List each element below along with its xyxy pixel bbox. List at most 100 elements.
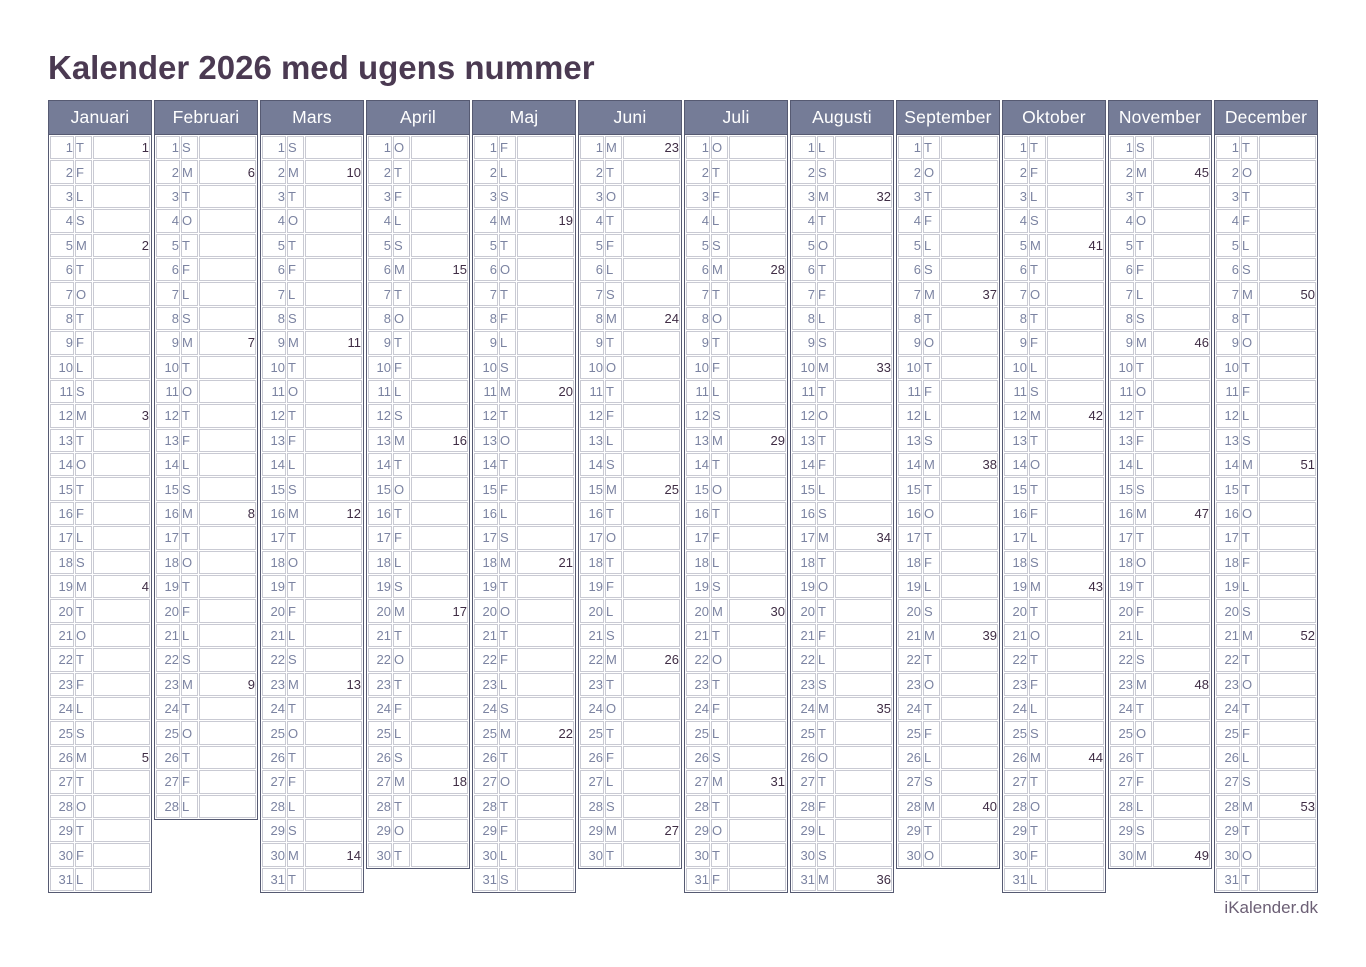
- day-number-cell: 2: [1216, 160, 1240, 184]
- day-number-cell: 31: [686, 867, 710, 892]
- weekday-letter-cell: T: [499, 575, 516, 599]
- week-number-cell: [1259, 233, 1316, 257]
- weekday-letter-cell: M: [817, 867, 834, 892]
- weekday-letter-cell: T: [181, 526, 198, 550]
- day-row: 18 O: [262, 550, 362, 575]
- day-row: 19 M 43: [1004, 575, 1104, 599]
- weekday-letter-cell: T: [1135, 745, 1152, 770]
- day-number-cell: 18: [792, 550, 816, 575]
- week-number-cell: [1259, 257, 1316, 282]
- day-number-cell: 3: [580, 184, 604, 209]
- week-number-cell: [835, 453, 892, 477]
- week-number-cell: [411, 282, 468, 306]
- week-number-cell: [199, 209, 256, 233]
- week-number-cell: [1259, 501, 1316, 526]
- day-number-cell: 7: [474, 282, 498, 306]
- day-number-cell: 21: [580, 623, 604, 648]
- weekday-letter-cell: T: [75, 477, 92, 501]
- day-number-cell: 5: [262, 233, 286, 257]
- week-number-cell: [941, 818, 998, 843]
- week-number-cell: [1259, 818, 1316, 843]
- day-number-cell: 6: [686, 257, 710, 282]
- day-number-cell: 18: [686, 550, 710, 575]
- week-number-cell: [623, 696, 680, 721]
- weekday-letter-cell: T: [287, 696, 304, 721]
- day-number-cell: 17: [792, 526, 816, 550]
- day-number-cell: 5: [50, 233, 74, 257]
- week-number-cell: [411, 818, 468, 843]
- week-number-cell: [1259, 184, 1316, 209]
- week-number-cell: [729, 648, 786, 672]
- week-number-cell: [835, 306, 892, 331]
- day-number-cell: 17: [1004, 526, 1028, 550]
- weekday-letter-cell: T: [817, 428, 834, 453]
- week-number-cell: 30: [729, 599, 786, 623]
- day-number-cell: 11: [898, 379, 922, 404]
- day-number-cell: 24: [50, 696, 74, 721]
- week-number-cell: [305, 184, 362, 209]
- weekday-letter-cell: L: [75, 355, 92, 379]
- day-number-cell: 30: [580, 843, 604, 867]
- day-row: 29 T: [50, 818, 150, 843]
- weekday-letter-cell: F: [287, 770, 304, 794]
- weekday-letter-cell: F: [1241, 721, 1258, 745]
- day-row: 27 S: [1216, 770, 1316, 794]
- week-number-cell: [305, 379, 362, 404]
- day-number-cell: 2: [1110, 160, 1134, 184]
- week-number-cell: [941, 136, 998, 160]
- day-number-cell: 19: [898, 575, 922, 599]
- day-number-cell: 13: [1004, 428, 1028, 453]
- weekday-letter-cell: S: [181, 306, 198, 331]
- day-number-cell: 31: [792, 867, 816, 892]
- weekday-letter-cell: T: [287, 355, 304, 379]
- day-number-cell: 22: [474, 648, 498, 672]
- week-number-cell: [623, 794, 680, 818]
- day-row: 24 M 35: [792, 696, 892, 721]
- day-row: 25 O: [156, 721, 256, 745]
- day-number-cell: 16: [1216, 501, 1240, 526]
- day-number-cell: 6: [898, 257, 922, 282]
- week-number-cell: 45: [1153, 160, 1210, 184]
- day-number-cell: 18: [1110, 550, 1134, 575]
- day-row: 2 M 45: [1110, 160, 1210, 184]
- day-row: 25 F: [1216, 721, 1316, 745]
- day-row: 19 O: [792, 575, 892, 599]
- weekday-letter-cell: O: [605, 696, 622, 721]
- weekday-letter-cell: M: [1135, 672, 1152, 696]
- day-row: 29 T: [898, 818, 998, 843]
- day-row: 27 S: [898, 770, 998, 794]
- weekday-letter-cell: M: [1029, 233, 1046, 257]
- weekday-letter-cell: M: [393, 599, 410, 623]
- weekday-letter-cell: S: [1241, 257, 1258, 282]
- day-number-cell: 31: [1216, 867, 1240, 892]
- weekday-letter-cell: O: [1135, 721, 1152, 745]
- weekday-letter-cell: T: [75, 136, 92, 160]
- day-row: 30 M 49: [1110, 843, 1210, 867]
- day-number-cell: 24: [1216, 696, 1240, 721]
- week-number-cell: [199, 404, 256, 428]
- week-number-cell: [729, 867, 786, 892]
- day-row: 16 S: [792, 501, 892, 526]
- day-row: 22 S: [156, 648, 256, 672]
- weekday-letter-cell: S: [923, 599, 940, 623]
- day-number-cell: 5: [1110, 233, 1134, 257]
- weekday-letter-cell: S: [393, 404, 410, 428]
- week-number-cell: [835, 428, 892, 453]
- week-number-cell: [199, 648, 256, 672]
- day-number-cell: 8: [686, 306, 710, 331]
- day-number-cell: 4: [1216, 209, 1240, 233]
- day-number-cell: 25: [898, 721, 922, 745]
- week-number-cell: 1: [93, 136, 150, 160]
- day-number-cell: 31: [1004, 867, 1028, 892]
- day-number-cell: 3: [50, 184, 74, 209]
- week-number-cell: [517, 184, 574, 209]
- weekday-letter-cell: T: [287, 867, 304, 892]
- day-row: 24 T: [262, 696, 362, 721]
- day-row: 16 O: [898, 501, 998, 526]
- day-row: 7 M 37: [898, 282, 998, 306]
- week-number-cell: [729, 818, 786, 843]
